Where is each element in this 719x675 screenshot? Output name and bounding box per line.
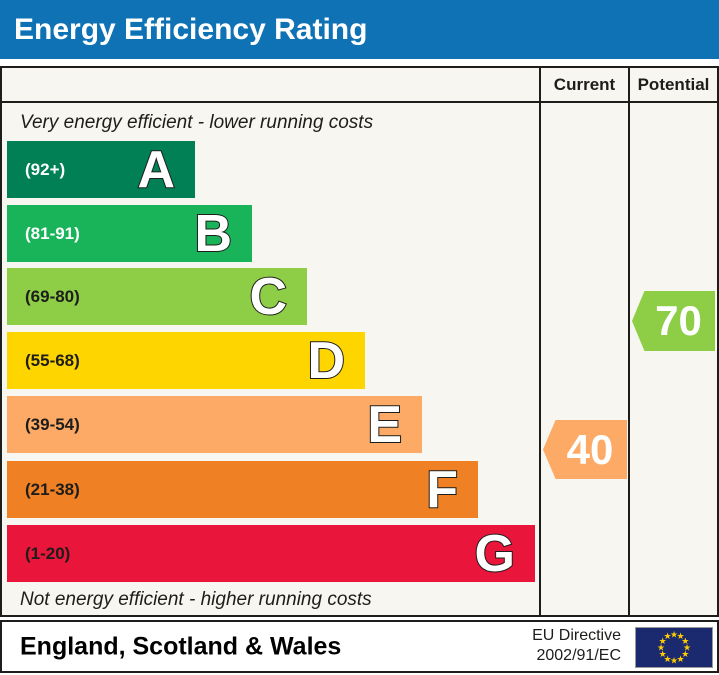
svg-text:★: ★	[670, 657, 678, 667]
svg-text:★: ★	[657, 644, 665, 654]
band-row-E: (39-54) E	[7, 396, 422, 453]
bottom-note: Not energy efficient - higher running co…	[20, 589, 372, 610]
svg-text:★: ★	[683, 644, 691, 654]
rating-table: Current Potential Very energy efficient …	[0, 66, 719, 617]
potential-rating-marker: 70	[632, 291, 715, 351]
eu-directive-line1: EU Directive	[532, 627, 621, 644]
eu-flag-icon: ★ ★ ★ ★ ★ ★ ★ ★ ★ ★ ★ ★	[635, 627, 713, 668]
band-letter: F	[425, 460, 459, 519]
svg-text:★: ★	[681, 650, 689, 660]
svg-text:★: ★	[681, 637, 689, 647]
band-range-label: (1-20)	[25, 543, 71, 563]
eu-directive-line2: 2002/91/EC	[536, 647, 621, 664]
current-rating-value: 40	[566, 425, 614, 473]
title-bar: Energy Efficiency Rating	[0, 0, 719, 59]
page-title: Energy Efficiency Rating	[14, 12, 368, 46]
svg-text:★: ★	[663, 632, 671, 642]
svg-text:★: ★	[676, 632, 684, 642]
band-row-G: (1-20) G	[7, 525, 535, 582]
svg-text:★: ★	[670, 631, 678, 641]
band-range-label: (55-68)	[25, 350, 80, 370]
band-range-label: (69-80)	[25, 286, 80, 306]
band-letter: B	[193, 204, 233, 263]
band-letter: C	[248, 267, 288, 326]
current-rating-marker: 40	[543, 420, 627, 479]
eu-flag-stars: ★ ★ ★ ★ ★ ★ ★ ★ ★ ★ ★ ★	[657, 631, 691, 667]
potential-column-header: Potential	[637, 74, 710, 94]
current-column-divider	[539, 68, 541, 615]
band-range-label: (92+)	[25, 159, 66, 179]
svg-text:★: ★	[663, 655, 671, 665]
band-range-label: (81-91)	[25, 223, 80, 243]
band-range-label: (39-54)	[25, 414, 80, 434]
svg-text:★: ★	[659, 650, 667, 660]
potential-rating-value: 70	[655, 297, 702, 344]
band-letter: D	[306, 331, 346, 390]
band-letter: E	[366, 395, 403, 454]
band-range-label: (21-38)	[25, 479, 80, 499]
band-row-F: (21-38) F	[7, 461, 478, 518]
header-row-divider	[2, 101, 717, 103]
band-row-A: (92+) A	[7, 141, 195, 198]
eu-directive-label: EU Directive 2002/91/EC	[532, 626, 621, 666]
svg-text:★: ★	[676, 655, 684, 665]
potential-column-divider	[628, 68, 630, 615]
band-row-B: (81-91) B	[7, 205, 252, 262]
band-letter: G	[474, 524, 516, 583]
footer: England, Scotland & Wales EU Directive 2…	[0, 620, 719, 673]
band-row-D: (55-68) D	[7, 332, 365, 389]
current-column-header: Current	[553, 74, 616, 94]
band-letter: A	[136, 140, 176, 199]
band-row-C: (69-80) C	[7, 268, 307, 325]
top-note: Very energy efficient - lower running co…	[20, 112, 374, 133]
svg-text:★: ★	[659, 637, 667, 647]
region-label: England, Scotland & Wales	[20, 632, 342, 660]
